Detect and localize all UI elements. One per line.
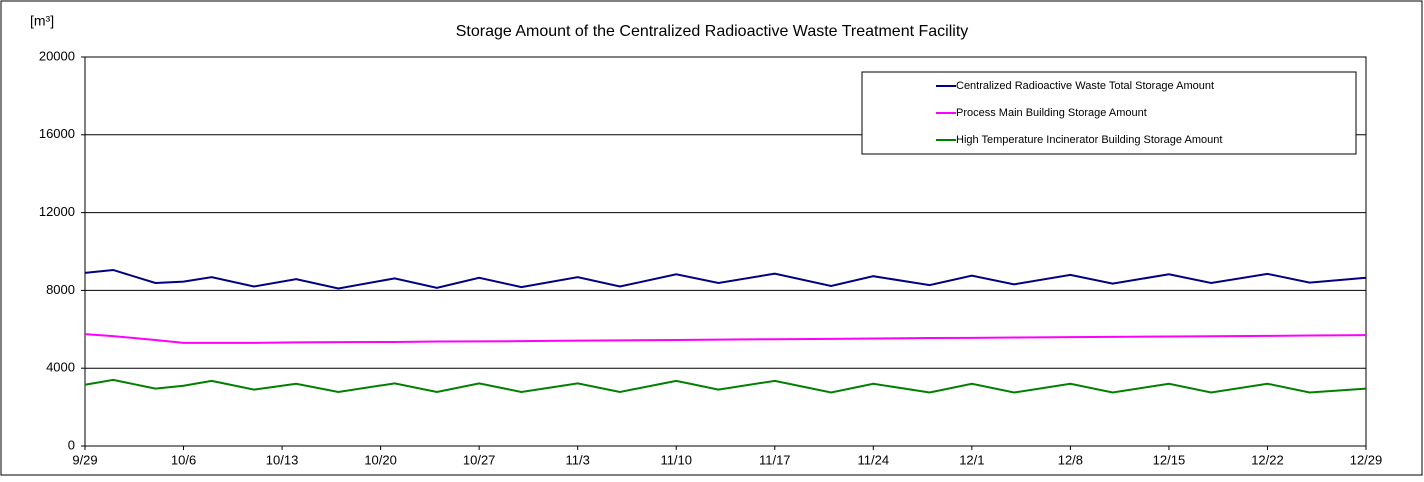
series-line: [84, 268, 1367, 290]
legend-label: Centralized Radioactive Waste Total Stor…: [956, 80, 1214, 92]
series-line: [84, 378, 1367, 394]
x-tick-label: 9/29: [72, 452, 97, 467]
x-tick-label: 10/20: [364, 452, 397, 467]
x-tick-label: 12/1: [959, 452, 984, 467]
legend-label: Process Main Building Storage Amount: [956, 107, 1147, 119]
x-tick-label: 10/27: [463, 452, 496, 467]
y-tick-label: 0: [68, 437, 75, 452]
chart-title: Storage Amount of the Centralized Radioa…: [456, 23, 969, 40]
x-tick-label: 11/24: [858, 452, 890, 467]
series-line: [84, 333, 1367, 344]
x-tick-label: 11/3: [566, 452, 590, 467]
legend-label: High Temperature Incinerator Building St…: [956, 134, 1222, 146]
x-tick-label: 12/15: [1153, 452, 1186, 467]
x-tick-label: 11/10: [660, 452, 692, 467]
y-axis-label: [m³]: [30, 13, 54, 29]
y-tick-label: 4000: [46, 360, 75, 375]
y-tick-label: 20000: [39, 48, 75, 63]
x-tick-label: 11/17: [759, 452, 791, 467]
x-tick-label: 12/22: [1251, 452, 1284, 467]
y-tick-label: 8000: [46, 282, 75, 297]
x-tick-label: 10/13: [266, 452, 299, 467]
y-tick-label: 12000: [39, 204, 75, 219]
y-tick-label: 16000: [39, 126, 75, 141]
x-tick-label: 12/8: [1058, 452, 1083, 467]
x-tick-label: 10/6: [171, 452, 196, 467]
x-tick-label: 12/29: [1350, 452, 1383, 467]
